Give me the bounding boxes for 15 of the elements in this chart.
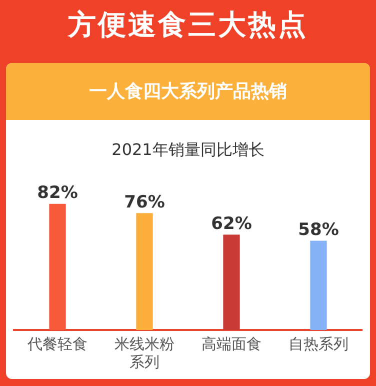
x-tick-label: 高端面食	[202, 334, 262, 353]
bar	[310, 240, 327, 330]
x-tick-label: 代餐轻食	[26, 334, 88, 353]
data-label: 76%	[124, 192, 165, 212]
data-label: 82%	[37, 183, 78, 204]
bar	[136, 213, 153, 330]
chart-subtitle: 一人食四大系列产品热销	[6, 63, 370, 120]
data-label: 62%	[211, 214, 252, 234]
x-tick-label: 自热系列	[288, 334, 348, 353]
data-label: 58%	[298, 220, 339, 240]
bar	[49, 204, 66, 330]
chart-title: 方便速食三大热点	[66, 7, 309, 43]
x-tick-label: 米线米粉系列	[114, 334, 174, 371]
bar	[223, 234, 240, 330]
text: 2021年销量同比增长	[110, 140, 266, 161]
